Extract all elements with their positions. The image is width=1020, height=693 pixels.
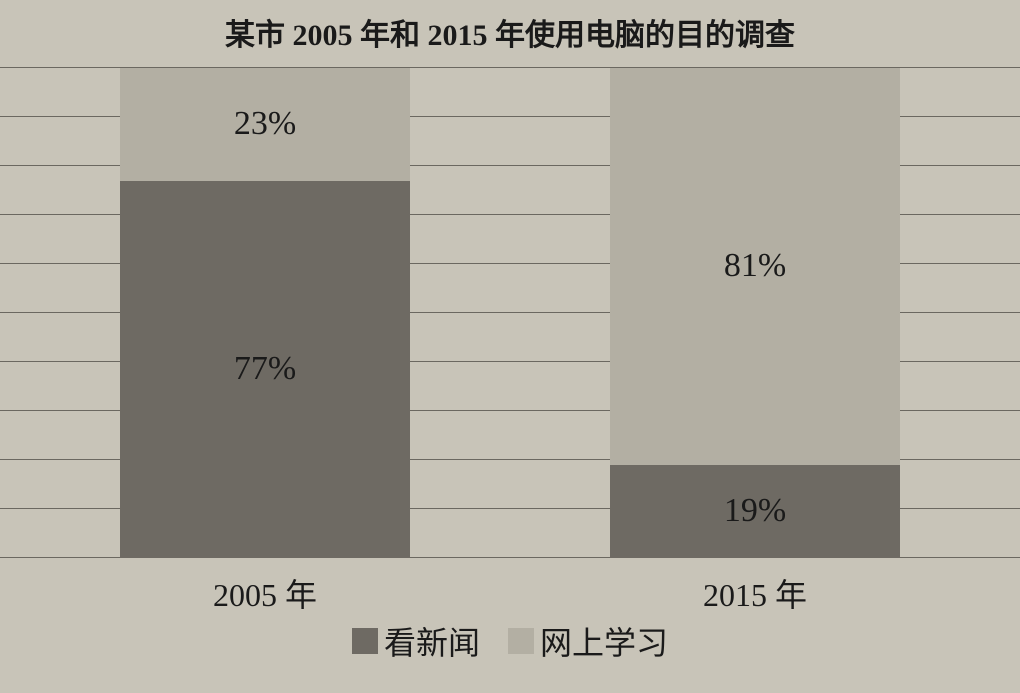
- plot-area: 23%77% 81%19%: [0, 68, 1020, 558]
- x-label-2005: 2005 年: [120, 570, 410, 616]
- legend: 看新闻 网上学习: [0, 618, 1020, 664]
- bar-segment-study: 23%: [120, 68, 410, 181]
- chart-title: 某市 2005 年和 2015 年使用电脑的目的调查: [0, 10, 1020, 54]
- x-label-2015: 2015 年: [610, 570, 900, 616]
- bar-segment-news: 19%: [610, 465, 900, 558]
- legend-item-study: 网上学习: [508, 618, 668, 664]
- bar-stack: 81%19%: [610, 68, 900, 558]
- legend-label-study: 网上学习: [540, 618, 668, 664]
- bar-stack: 23%77%: [120, 68, 410, 558]
- legend-item-news: 看新闻: [352, 618, 480, 664]
- legend-label-news: 看新闻: [384, 618, 480, 664]
- bar-segment-news: 77%: [120, 181, 410, 558]
- bar-group: 23%77%: [120, 68, 410, 558]
- legend-swatch-study: [508, 628, 534, 654]
- chart-container: 某市 2005 年和 2015 年使用电脑的目的调查 23%77%81%19% …: [0, 0, 1020, 693]
- bar-segment-study: 81%: [610, 68, 900, 465]
- legend-swatch-news: [352, 628, 378, 654]
- bar-group: 81%19%: [610, 68, 900, 558]
